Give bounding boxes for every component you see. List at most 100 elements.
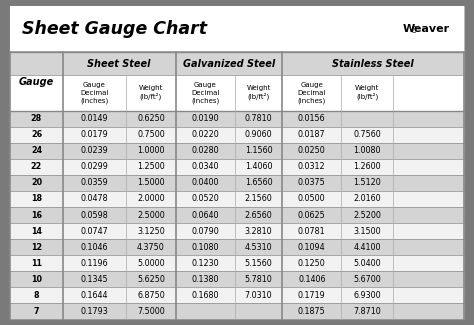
Text: 22: 22 (31, 162, 42, 171)
Text: 1.2600: 1.2600 (354, 162, 381, 171)
Text: 4.4100: 4.4100 (354, 242, 381, 252)
Text: 0.0625: 0.0625 (298, 211, 326, 219)
Text: 0.0239: 0.0239 (81, 146, 108, 155)
Text: 3.1250: 3.1250 (137, 227, 165, 236)
Text: 1.6560: 1.6560 (245, 178, 273, 188)
Text: 7.8710: 7.8710 (354, 307, 381, 316)
Text: 0.0220: 0.0220 (191, 130, 219, 139)
Text: Sheet Gauge Chart: Sheet Gauge Chart (22, 20, 207, 38)
Bar (10, 75, 464, 111)
Text: 0.0250: 0.0250 (298, 146, 326, 155)
Text: 28: 28 (31, 114, 42, 124)
Text: Weight
(lb/ft²): Weight (lb/ft²) (246, 85, 271, 100)
Text: 6.8750: 6.8750 (137, 291, 165, 300)
Text: 5.0000: 5.0000 (137, 259, 165, 267)
Bar (10, 143, 464, 159)
Text: 8: 8 (34, 291, 39, 300)
Text: 7.5000: 7.5000 (137, 307, 165, 316)
Text: 0.0375: 0.0375 (298, 178, 326, 188)
Text: 2.0000: 2.0000 (137, 194, 165, 203)
Text: 0.0400: 0.0400 (191, 178, 219, 188)
Text: 0.0359: 0.0359 (81, 178, 108, 188)
Text: 3.1500: 3.1500 (354, 227, 381, 236)
Text: 4.5310: 4.5310 (245, 242, 273, 252)
Text: 0.0312: 0.0312 (298, 162, 326, 171)
Text: Sheet Steel: Sheet Steel (87, 58, 151, 69)
Bar (10, 271, 464, 287)
Text: 0.0478: 0.0478 (81, 194, 108, 203)
Text: 1.4060: 1.4060 (245, 162, 272, 171)
Text: 0.7810: 0.7810 (245, 114, 273, 124)
Text: Gauge: Gauge (19, 76, 54, 86)
Text: 0.1230: 0.1230 (191, 259, 219, 267)
Text: 2.6560: 2.6560 (245, 211, 273, 219)
Text: 0.9060: 0.9060 (245, 130, 273, 139)
Text: 0.0500: 0.0500 (298, 194, 326, 203)
Text: 5.0400: 5.0400 (354, 259, 381, 267)
Text: 18: 18 (31, 194, 42, 203)
Text: 0.1094: 0.1094 (298, 242, 326, 252)
Text: Gauge
Decimal
(inches): Gauge Decimal (inches) (191, 82, 219, 104)
Text: 2.5200: 2.5200 (353, 211, 381, 219)
Text: 4.3750: 4.3750 (137, 242, 165, 252)
Text: 0.0190: 0.0190 (191, 114, 219, 124)
Text: 5.7810: 5.7810 (245, 275, 273, 284)
Text: 26: 26 (31, 130, 42, 139)
Bar (10, 175, 464, 191)
Text: 0.1875: 0.1875 (298, 307, 326, 316)
Text: Weaver: Weaver (402, 24, 449, 34)
Bar (10, 303, 464, 319)
Bar (10, 239, 464, 255)
Text: 1.5000: 1.5000 (137, 178, 165, 188)
Text: 3.2810: 3.2810 (245, 227, 273, 236)
Text: 0.1380: 0.1380 (191, 275, 219, 284)
Text: 24: 24 (31, 146, 42, 155)
Bar (10, 159, 464, 175)
Text: 16: 16 (31, 211, 42, 219)
Bar (10, 207, 464, 223)
Bar (10, 223, 464, 239)
Text: 0.1644: 0.1644 (81, 291, 108, 300)
Text: 0.1250: 0.1250 (298, 259, 326, 267)
Text: 2.5000: 2.5000 (137, 211, 165, 219)
Bar (10, 52, 464, 75)
Text: 0.0299: 0.0299 (80, 162, 108, 171)
Text: Stainless Steel: Stainless Steel (332, 58, 414, 69)
Text: 0.1719: 0.1719 (298, 291, 326, 300)
Text: 0.6250: 0.6250 (137, 114, 165, 124)
Text: 5.1560: 5.1560 (245, 259, 273, 267)
Text: 1.2500: 1.2500 (137, 162, 165, 171)
Text: 0.7560: 0.7560 (354, 130, 381, 139)
Text: 20: 20 (31, 178, 42, 188)
Text: 0.1196: 0.1196 (81, 259, 108, 267)
Text: 11: 11 (31, 259, 42, 267)
Text: 10: 10 (31, 275, 42, 284)
Text: 0.1046: 0.1046 (81, 242, 108, 252)
Text: 12: 12 (31, 242, 42, 252)
Text: 5.6700: 5.6700 (354, 275, 381, 284)
Text: 0.1680: 0.1680 (191, 291, 219, 300)
Text: 0.0156: 0.0156 (298, 114, 326, 124)
Text: 2.0160: 2.0160 (354, 194, 381, 203)
Bar (10, 255, 464, 271)
Text: 0.0598: 0.0598 (81, 211, 108, 219)
Bar (10, 287, 464, 303)
Text: Gauge
Decimal
(inches): Gauge Decimal (inches) (80, 82, 109, 104)
Text: 0.7500: 0.7500 (137, 130, 165, 139)
Text: 5.6250: 5.6250 (137, 275, 165, 284)
Text: 🚛: 🚛 (412, 26, 416, 32)
Text: 0.0781: 0.0781 (298, 227, 326, 236)
Text: 7.0310: 7.0310 (245, 291, 273, 300)
Text: 0.0520: 0.0520 (191, 194, 219, 203)
Text: 0.0179: 0.0179 (81, 130, 108, 139)
Text: 0.0640: 0.0640 (191, 211, 219, 219)
Text: 7: 7 (34, 307, 39, 316)
Text: 0.0149: 0.0149 (81, 114, 108, 124)
Text: 0.1406: 0.1406 (298, 275, 326, 284)
Text: 0.0187: 0.0187 (298, 130, 326, 139)
Text: 1.5120: 1.5120 (354, 178, 381, 188)
Text: Galvanized Steel: Galvanized Steel (183, 58, 275, 69)
Text: 0.1345: 0.1345 (81, 275, 108, 284)
Text: 1.0080: 1.0080 (354, 146, 381, 155)
Text: Gauge
Decimal
(inches): Gauge Decimal (inches) (298, 82, 326, 104)
